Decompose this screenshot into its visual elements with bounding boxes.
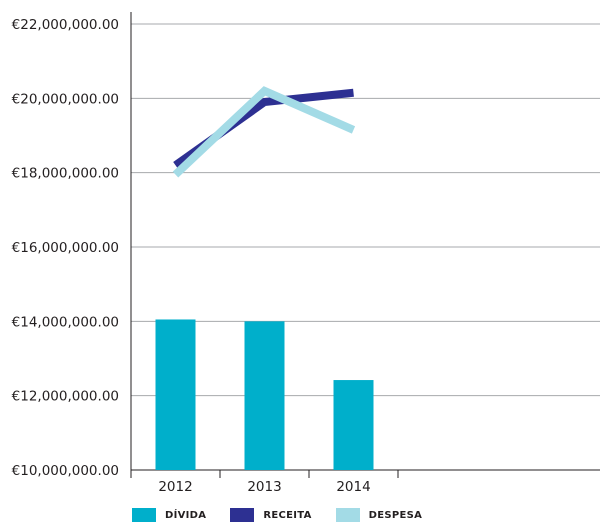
grid-lines — [131, 23, 600, 397]
legend-label-divida: DÍVIDA — [165, 509, 207, 521]
legend-swatch-receita — [230, 508, 255, 522]
y-tick-label: €22,000,000.00 — [12, 17, 119, 33]
legend-label-receita: RECEITA — [263, 509, 312, 521]
line-series — [172, 86, 356, 178]
x-tick-label: 2012 — [158, 479, 192, 495]
y-tick-label: €16,000,000.00 — [12, 240, 119, 256]
legend-item-divida: DÍVIDA — [132, 508, 206, 522]
bar-series — [155, 319, 374, 470]
y-axis-tick-labels: €10,000,000.00 €12,000,000.00 €14,000,000.… — [12, 17, 119, 479]
series-line — [172, 86, 356, 178]
bar — [244, 321, 285, 470]
legend-swatch-despesa — [335, 508, 360, 522]
bar — [333, 380, 374, 470]
x-axis-tick-labels: 2012 2013 2014 — [158, 479, 370, 495]
y-tick-label: €20,000,000.00 — [12, 91, 119, 107]
y-tick-label: €18,000,000.00 — [12, 166, 119, 182]
y-tick-label: €10,000,000.00 — [12, 463, 119, 479]
x-tick-label: 2013 — [247, 479, 281, 495]
y-tick-label: €14,000,000.00 — [12, 314, 119, 330]
x-tick-label: 2014 — [336, 479, 370, 495]
legend-item-despesa: DESPESA — [335, 508, 423, 522]
bar — [155, 319, 196, 470]
legend-swatch-divida — [132, 508, 156, 522]
legend-item-receita: RECEITA — [230, 508, 311, 522]
y-tick-label: €12,000,000.00 — [12, 389, 119, 405]
legend-label-despesa: DESPESA — [368, 509, 423, 521]
legend: DÍVIDA RECEITA DESPESA — [132, 508, 446, 522]
